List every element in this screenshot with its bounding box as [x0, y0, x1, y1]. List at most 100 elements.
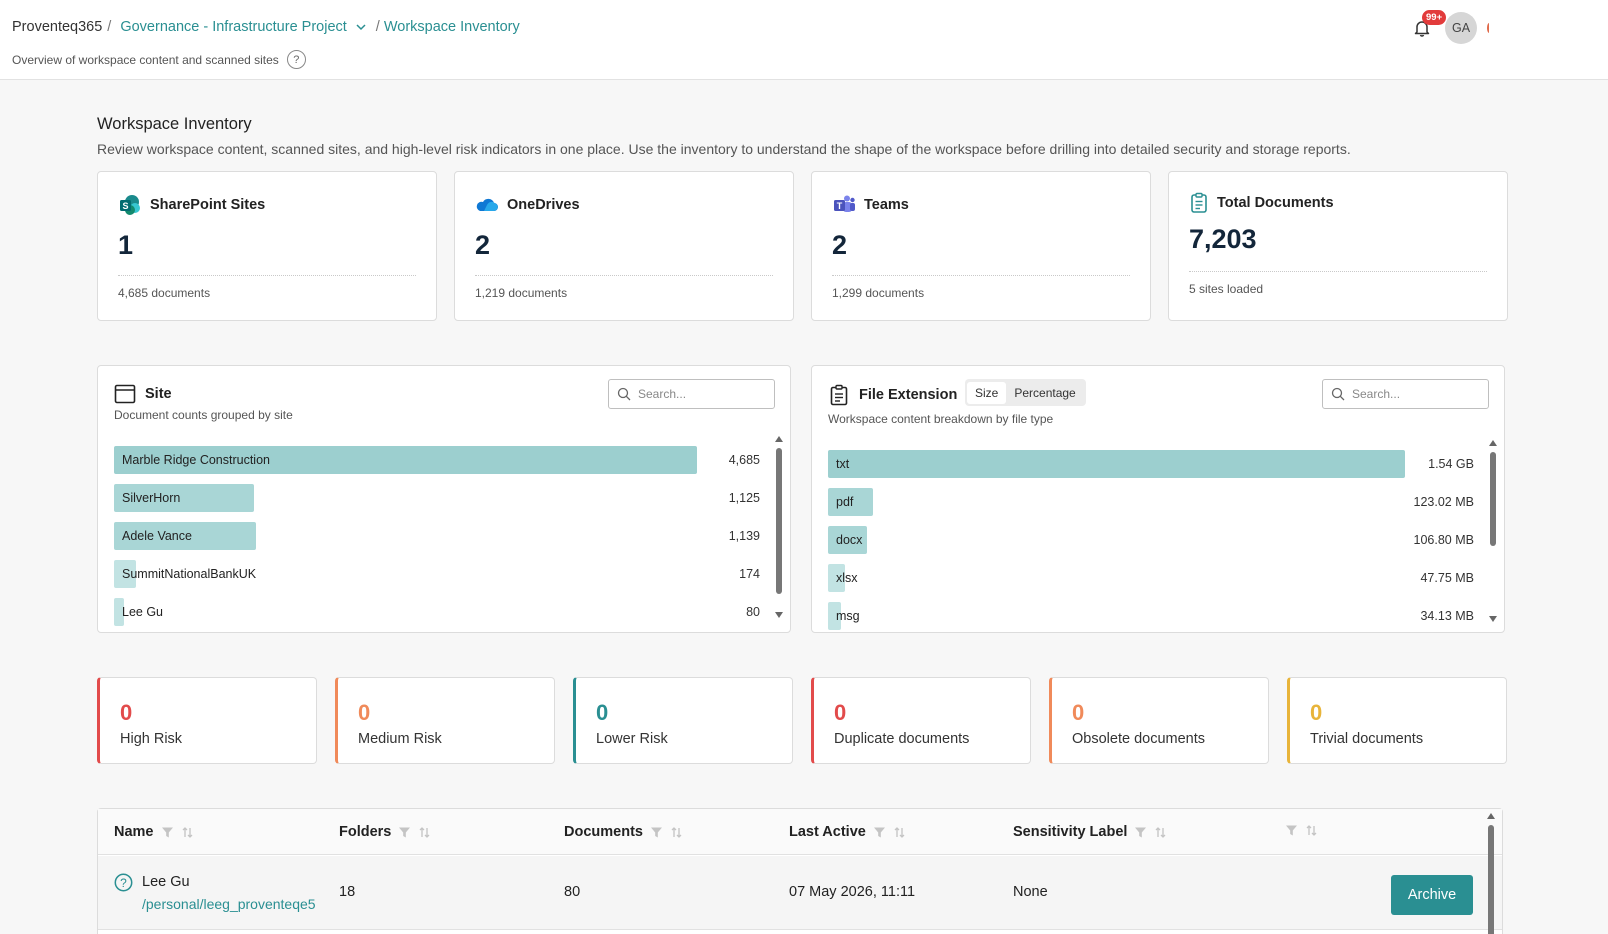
clipboard-icon: [1191, 192, 1207, 213]
bar-row[interactable]: Adele Vance 1,139: [114, 522, 760, 560]
help-circle-icon: ?: [114, 873, 133, 892]
risk-card-trivial[interactable]: 0 Trivial documents: [1287, 677, 1507, 764]
risk-label: Lower Risk: [596, 731, 668, 747]
risk-value: 0: [358, 700, 371, 725]
bar-fill: [828, 526, 868, 554]
toggle-percentage[interactable]: Percentage: [1014, 385, 1076, 400]
sites-table: Name Folders Documents Last Active: [97, 808, 1503, 934]
scroll-up-arrow[interactable]: [1489, 440, 1497, 446]
row-path-link[interactable]: /personal/leeg_proventeqe5: [142, 896, 316, 912]
bar-value: 47.75 MB: [1420, 571, 1474, 585]
scroll-down-arrow[interactable]: [1489, 616, 1497, 622]
bar-value: 4,685: [728, 453, 760, 467]
bar-row[interactable]: pdf 123.02 MB: [828, 488, 1474, 526]
sort-icon[interactable]: [418, 826, 431, 839]
divider: [832, 275, 1130, 276]
risk-card-obsolete[interactable]: 0 Obsolete documents: [1049, 677, 1269, 764]
bar-row[interactable]: SilverHorn 1,125: [114, 484, 760, 522]
risk-label: Medium Risk: [358, 731, 442, 747]
column-documents[interactable]: Documents: [564, 824, 683, 840]
sharepoint-icon: S: [120, 195, 140, 215]
column-folders[interactable]: Folders: [339, 824, 431, 840]
column-actions[interactable]: [1278, 824, 1318, 837]
bar-value: 80: [746, 605, 760, 619]
site-search[interactable]: [608, 379, 775, 409]
stat-subtext: 1,219 documents: [475, 286, 568, 300]
column-sensitivity-label[interactable]: Sensitivity Label: [1013, 824, 1167, 840]
scroll-thumb[interactable]: [1490, 452, 1496, 546]
sort-icon[interactable]: [1154, 826, 1167, 839]
scrollbar[interactable]: [774, 436, 784, 618]
filter-icon[interactable]: [398, 826, 411, 839]
page-subtitle: Overview of workspace content and scanne…: [12, 50, 306, 69]
column-name[interactable]: Name: [114, 824, 194, 840]
scroll-up-arrow[interactable]: [775, 436, 783, 442]
site-search-input[interactable]: [638, 387, 758, 401]
stat-card-sharepoint: S SharePoint Sites 1 4,685 documents: [97, 171, 437, 321]
filter-icon[interactable]: [873, 826, 886, 839]
bar-label: msg: [836, 609, 860, 623]
sort-icon[interactable]: [181, 826, 194, 839]
risk-value: 0: [596, 700, 609, 725]
risk-label: High Risk: [120, 731, 183, 747]
avatar[interactable]: GA: [1445, 12, 1477, 44]
bar-row[interactable]: SummitNationalBankUK 174: [114, 560, 760, 598]
risk-label: Duplicate documents: [834, 731, 970, 747]
sort-icon[interactable]: [1305, 824, 1318, 837]
risk-card-medium[interactable]: 0 Medium Risk: [335, 677, 555, 764]
bar-value: 123.02 MB: [1413, 495, 1474, 509]
breadcrumb-project[interactable]: Governance - Infrastructure Project: [120, 19, 347, 35]
bar-row[interactable]: Lee Gu 80: [114, 598, 760, 636]
stat-subtext: 1,299 documents: [832, 286, 925, 300]
sort-icon[interactable]: [670, 826, 683, 839]
extension-search[interactable]: [1322, 379, 1489, 409]
bar-row[interactable]: Marble Ridge Construction 4,685: [114, 446, 760, 484]
risk-value: 0: [1310, 700, 1323, 725]
bar-row[interactable]: docx 106.80 MB: [828, 526, 1474, 564]
stat-card-teams: T Teams 2 1,299 documents: [811, 171, 1151, 321]
chevron-down-icon[interactable]: [354, 20, 368, 34]
stat-value: 1: [118, 230, 134, 260]
breadcrumb-separator: /: [375, 19, 380, 35]
bar-row[interactable]: txt 1.54 GB: [828, 450, 1474, 488]
divider: [475, 275, 773, 276]
risk-card-high[interactable]: 0 High Risk: [97, 677, 317, 764]
risk-card-duplicate[interactable]: 0 Duplicate documents: [811, 677, 1031, 764]
filter-icon[interactable]: [1134, 826, 1147, 839]
toggle-size[interactable]: Size: [967, 381, 1007, 404]
breadcrumb-current[interactable]: Workspace Inventory: [383, 19, 520, 35]
filter-icon[interactable]: [650, 826, 663, 839]
scroll-down-arrow[interactable]: [775, 612, 783, 618]
column-last-active[interactable]: Last Active: [789, 824, 906, 840]
bar-fill: [114, 598, 124, 626]
size-percentage-toggle[interactable]: Size Percentage: [965, 379, 1086, 406]
risk-card-lower[interactable]: 0 Lower Risk: [573, 677, 793, 764]
extension-search-input[interactable]: [1352, 387, 1472, 401]
filter-icon[interactable]: [161, 826, 174, 839]
table-row[interactable]: ? Lee Gu /personal/leeg_proventeqe5 18 8…: [98, 856, 1502, 930]
scroll-thumb[interactable]: [776, 448, 782, 594]
loading-indicator: [1487, 23, 1491, 33]
stat-value: 7,203: [1189, 224, 1257, 254]
column-label: Last Active: [789, 824, 866, 840]
search-icon: [1331, 387, 1345, 401]
stat-value: 2: [832, 230, 848, 260]
bar-row[interactable]: msg 34.13 MB: [828, 602, 1474, 640]
scrollbar[interactable]: [1486, 813, 1496, 934]
panel-title: Site: [145, 386, 172, 402]
scroll-up-arrow[interactable]: [1487, 813, 1495, 819]
top-bar: Proventeq365 / Governance - Infrastructu…: [0, 0, 1608, 80]
help-icon[interactable]: ?: [286, 50, 306, 69]
bar-label: Marble Ridge Construction: [122, 453, 270, 467]
breadcrumb-root[interactable]: Proventeq365: [12, 19, 103, 35]
scroll-thumb[interactable]: [1488, 825, 1494, 934]
archive-button[interactable]: Archive: [1391, 875, 1473, 915]
teams-icon: T: [834, 195, 855, 212]
filter-icon[interactable]: [1285, 824, 1298, 837]
sort-icon[interactable]: [893, 826, 906, 839]
scrollbar[interactable]: [1488, 440, 1498, 622]
search-icon: [617, 387, 631, 401]
bar-row[interactable]: xlsx 47.75 MB: [828, 564, 1474, 602]
row-documents: 80: [564, 884, 581, 900]
panel-title: File Extension: [859, 387, 958, 403]
